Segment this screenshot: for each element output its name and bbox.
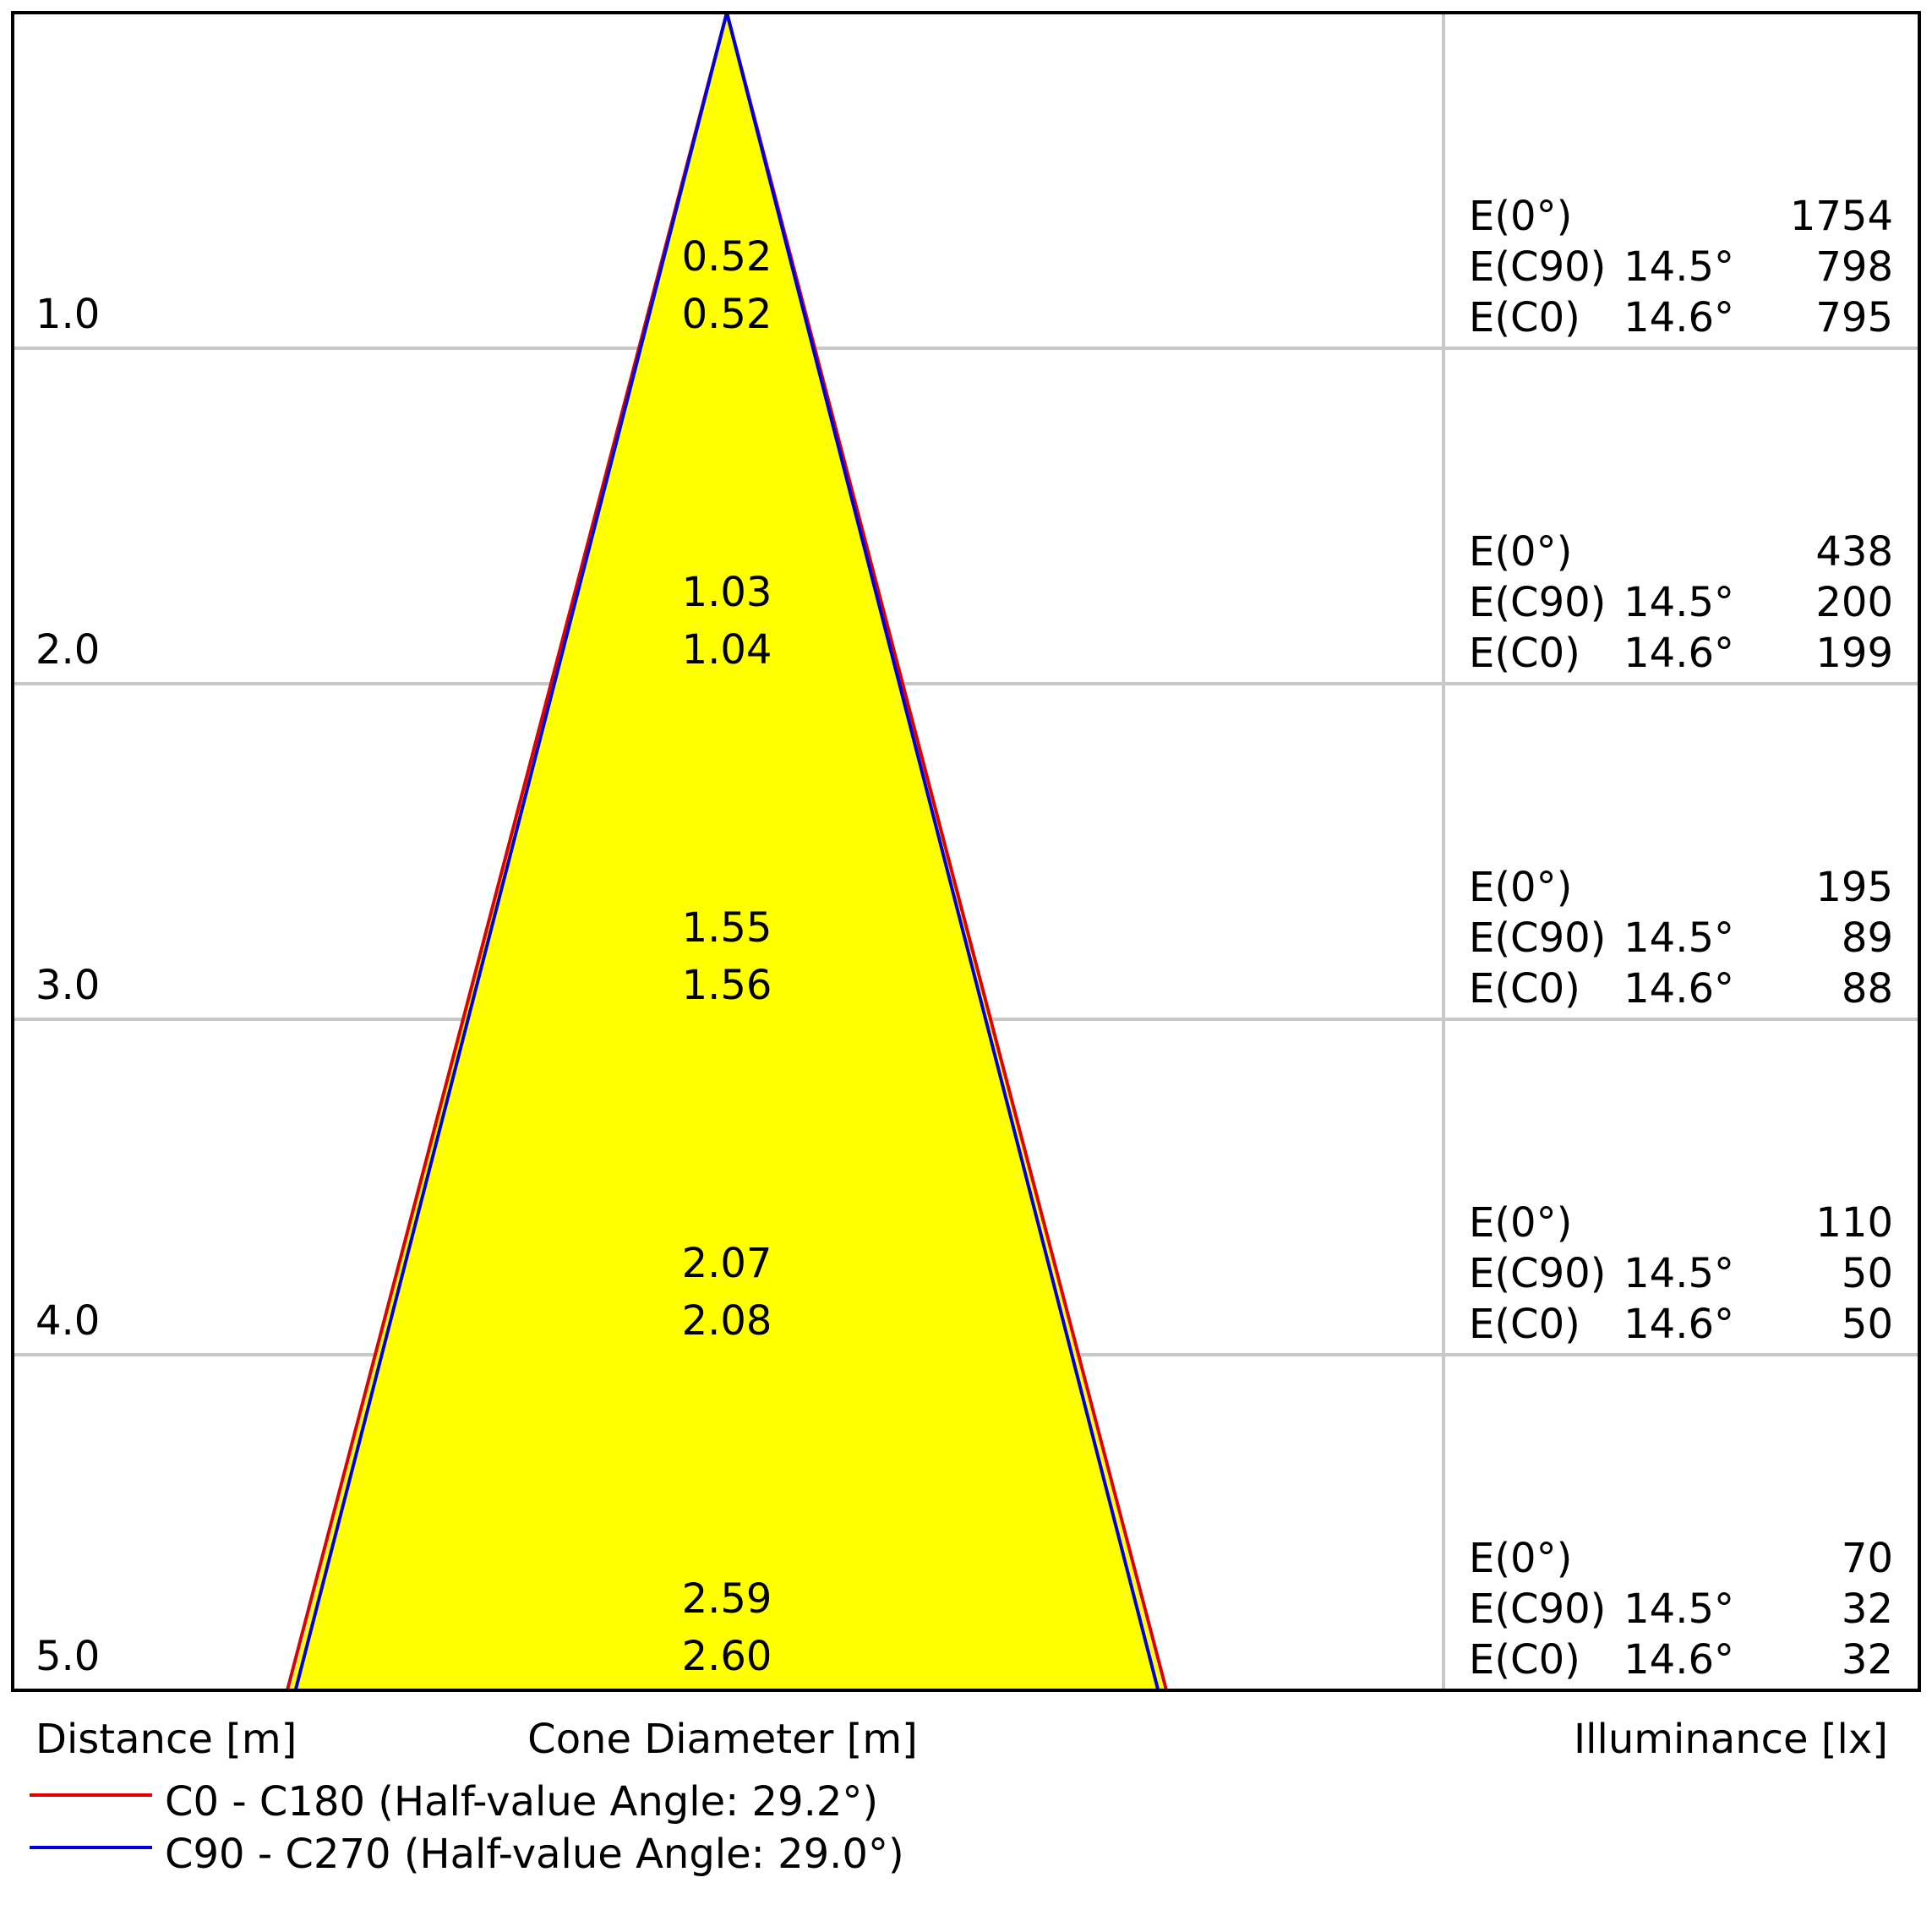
legend: C0 - C180 (Half-value Angle: 29.2°) C90 … bbox=[30, 1778, 904, 1878]
illuminance-angle: 14.6° bbox=[1624, 1636, 1734, 1684]
illuminance-axis-label: Illuminance [lx] bbox=[1574, 1716, 1888, 1763]
illuminance-row-label: E(0°) bbox=[1469, 864, 1572, 911]
illuminance-row-label: E(0°) bbox=[1469, 193, 1572, 240]
cone-diameter-label: 1.55 bbox=[682, 904, 772, 952]
illuminance-angle: 14.5° bbox=[1624, 1585, 1734, 1633]
cone-fill bbox=[289, 13, 1165, 1690]
series-line-c90-c270-left bbox=[293, 12, 729, 1691]
cone-diameter-label: 2.07 bbox=[682, 1240, 772, 1287]
cone-diameter-label: 1.56 bbox=[682, 962, 772, 1009]
illuminance-value: 1754 bbox=[1790, 193, 1893, 240]
cone-diameter-label: 1.03 bbox=[682, 569, 772, 616]
cone-diameter-label: 2.60 bbox=[682, 1633, 772, 1680]
series-line-c90-c270-right bbox=[725, 12, 1160, 1691]
illuminance-angle: 14.6° bbox=[1624, 965, 1734, 1012]
illuminance-value: 195 bbox=[1815, 864, 1893, 911]
illuminance-angle: 14.5° bbox=[1624, 243, 1734, 291]
plot-border bbox=[11, 11, 1921, 1692]
illuminance-value: 200 bbox=[1815, 579, 1893, 626]
illuminance-value: 89 bbox=[1842, 914, 1893, 962]
illuminance-value: 32 bbox=[1842, 1585, 1893, 1633]
cone-diameter-label: 0.52 bbox=[682, 291, 772, 338]
illuminance-angle: 14.5° bbox=[1624, 579, 1734, 626]
illuminance-value: 88 bbox=[1842, 965, 1893, 1012]
illuminance-angle: 14.5° bbox=[1624, 914, 1734, 962]
legend-label-c0-c180: C0 - C180 (Half-value Angle: 29.2°) bbox=[165, 1778, 878, 1826]
illuminance-row-label: E(C0) bbox=[1469, 1636, 1580, 1684]
illuminance-row-label: E(C90) bbox=[1469, 243, 1606, 291]
cone-diameter-label: 1.04 bbox=[682, 626, 772, 674]
illuminance-row-label: E(0°) bbox=[1469, 1199, 1572, 1247]
cone-diameter-label: 2.59 bbox=[682, 1575, 772, 1623]
distance-label: 4.0 bbox=[35, 1297, 100, 1345]
illuminance-row-label: E(C90) bbox=[1469, 1585, 1606, 1633]
distance-label: 3.0 bbox=[35, 962, 100, 1009]
illuminance-value: 50 bbox=[1842, 1250, 1893, 1297]
distance-label: 5.0 bbox=[35, 1633, 100, 1680]
illuminance-value: 32 bbox=[1842, 1636, 1893, 1684]
cone-diameter-axis-label: Cone Diameter [m] bbox=[527, 1716, 918, 1763]
illuminance-row-label: E(C0) bbox=[1469, 630, 1580, 677]
illuminance-row-label: E(0°) bbox=[1469, 1535, 1572, 1582]
plot-frame bbox=[11, 11, 1921, 1692]
illuminance-value: 110 bbox=[1815, 1199, 1893, 1247]
distance-label: 2.0 bbox=[35, 626, 100, 674]
illuminance-value: 50 bbox=[1842, 1301, 1893, 1348]
illuminance-angle: 14.6° bbox=[1624, 630, 1734, 677]
illuminance-row-label: E(C90) bbox=[1469, 579, 1606, 626]
illuminance-row-label: E(C0) bbox=[1469, 294, 1580, 341]
distance-label: 1.0 bbox=[35, 291, 100, 338]
cone-diameter-label: 2.08 bbox=[682, 1297, 772, 1345]
illuminance-value: 199 bbox=[1815, 630, 1893, 677]
illuminance-angle: 14.6° bbox=[1624, 1301, 1734, 1348]
distance-axis-label: Distance [m] bbox=[35, 1716, 297, 1763]
illuminance-angle: 14.5° bbox=[1624, 1250, 1734, 1297]
illuminance-angle: 14.6° bbox=[1624, 294, 1734, 341]
cone-diameter-label: 0.52 bbox=[682, 233, 772, 281]
value-labels: 1.0 0.52 0.52 E(0°) 1754 E(C90) 14.5° 798 E(C0) 1… bbox=[35, 193, 1893, 1684]
illuminance-value: 438 bbox=[1815, 528, 1893, 576]
illuminance-row-label: E(C90) bbox=[1469, 1250, 1606, 1297]
illuminance-row-label: E(0°) bbox=[1469, 528, 1572, 576]
illuminance-row-label: E(C0) bbox=[1469, 1301, 1580, 1348]
light-cone bbox=[286, 12, 1168, 1691]
illuminance-value: 70 bbox=[1842, 1535, 1893, 1582]
illuminance-value: 795 bbox=[1815, 294, 1893, 341]
illuminance-row-label: E(C0) bbox=[1469, 965, 1580, 1012]
legend-label-c90-c270: C90 - C270 (Half-value Angle: 29.0°) bbox=[165, 1831, 904, 1878]
illuminance-row-label: E(C90) bbox=[1469, 914, 1606, 962]
illuminance-value: 798 bbox=[1815, 243, 1893, 291]
